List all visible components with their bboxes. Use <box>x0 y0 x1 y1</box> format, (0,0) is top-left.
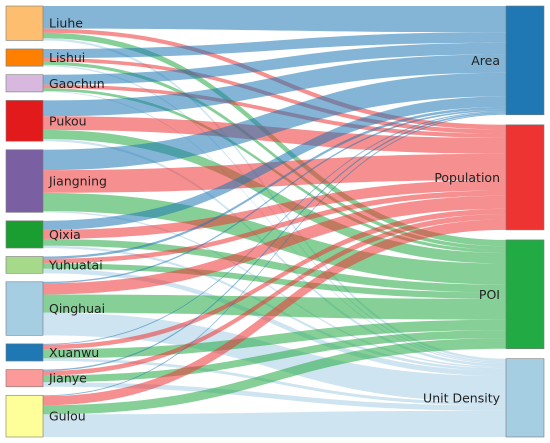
target-node-poi[interactable] <box>505 239 545 349</box>
flow-yuhuatai-to-unit-density <box>43 268 506 377</box>
target-node-population[interactable] <box>505 124 545 231</box>
flow-jianye-to-area <box>43 112 506 371</box>
flow-qixia-to-area <box>43 96 506 230</box>
flow-qinghuai-to-population <box>43 195 506 295</box>
flow-lishui-to-population <box>43 58 506 134</box>
flow-xuanwu-to-unit-density <box>43 358 506 406</box>
flow-jianye-to-poi <box>43 330 506 383</box>
source-node-jianye[interactable] <box>5 369 44 388</box>
source-label-jianye: Jianye <box>48 371 87 386</box>
source-node-yuhuatai[interactable] <box>5 256 44 274</box>
source-label-lishui: Lishui <box>49 50 85 65</box>
flow-gulou-to-population <box>43 219 506 406</box>
flow-qixia-to-poi <box>43 238 506 293</box>
source-node-liuhe[interactable] <box>5 5 44 41</box>
source-label-gaochun: Gaochun <box>49 76 105 91</box>
flow-gulou-to-unit-density <box>43 410 506 437</box>
flow-gaochun-to-area <box>43 42 506 85</box>
flow-lishui-to-area <box>43 32 506 59</box>
node-labels: Liuhe Lishui Gaochun Pukou Jiangning Qixia Yuh… <box>48 16 501 424</box>
source-label-xuanwu: Xuanwu <box>49 345 99 360</box>
source-label-qinghuai: Qinghuai <box>49 301 105 316</box>
flow-jianye-to-unit-density <box>43 382 506 411</box>
source-label-gulou: Gulou <box>49 409 86 424</box>
source-node-pukou[interactable] <box>5 100 44 142</box>
target-label-unit-density: Unit Density <box>423 390 501 405</box>
source-node-gaochun[interactable] <box>5 74 44 93</box>
flow-xuanwu-to-poi <box>43 319 506 359</box>
target-label-population: Population <box>434 170 500 185</box>
source-label-liuhe: Liuhe <box>49 16 83 31</box>
source-node-gulou[interactable] <box>5 394 44 438</box>
flow-liuhe-to-area <box>43 6 506 33</box>
flow-gulou-to-area <box>43 113 506 397</box>
source-node-qixia[interactable] <box>5 220 44 249</box>
flow-qinghuai-to-area <box>43 109 506 284</box>
flow-xuanwu-to-area <box>43 111 506 345</box>
source-label-yuhuatai: Yuhuatai <box>48 257 103 272</box>
source-node-jiangning[interactable] <box>5 149 44 213</box>
source-label-pukou: Pukou <box>49 113 87 128</box>
flow-jianye-to-population <box>43 214 506 376</box>
flow-xuanwu-to-population <box>43 208 506 350</box>
source-label-qixia: Qixia <box>49 227 81 242</box>
flow-links <box>43 6 506 437</box>
target-node-unit-density[interactable] <box>505 358 545 438</box>
flow-yuhuatai-to-population <box>43 190 506 264</box>
nodes <box>5 5 545 438</box>
flow-pukou-to-area <box>43 54 506 117</box>
flow-jiangning-to-population <box>43 153 506 193</box>
target-label-area: Area <box>471 53 500 68</box>
flow-gulou-to-poi <box>43 338 506 415</box>
flow-qixia-to-population <box>43 179 506 239</box>
flow-qinghuai-to-poi <box>43 294 506 320</box>
target-label-poi: POI <box>479 287 500 302</box>
source-node-xuanwu[interactable] <box>5 343 44 362</box>
flow-jiangning-to-area <box>43 72 506 171</box>
source-label-jiangning: Jiangning <box>48 174 107 189</box>
source-node-qinghuai[interactable] <box>5 281 44 336</box>
source-node-lishui[interactable] <box>5 48 44 67</box>
flow-lishui-to-poi <box>43 61 506 250</box>
flow-jiangning-to-unit-density <box>43 210 506 369</box>
target-node-area[interactable] <box>505 5 545 116</box>
flow-pukou-to-unit-density <box>43 138 506 367</box>
flow-yuhuatai-to-area <box>43 106 506 259</box>
